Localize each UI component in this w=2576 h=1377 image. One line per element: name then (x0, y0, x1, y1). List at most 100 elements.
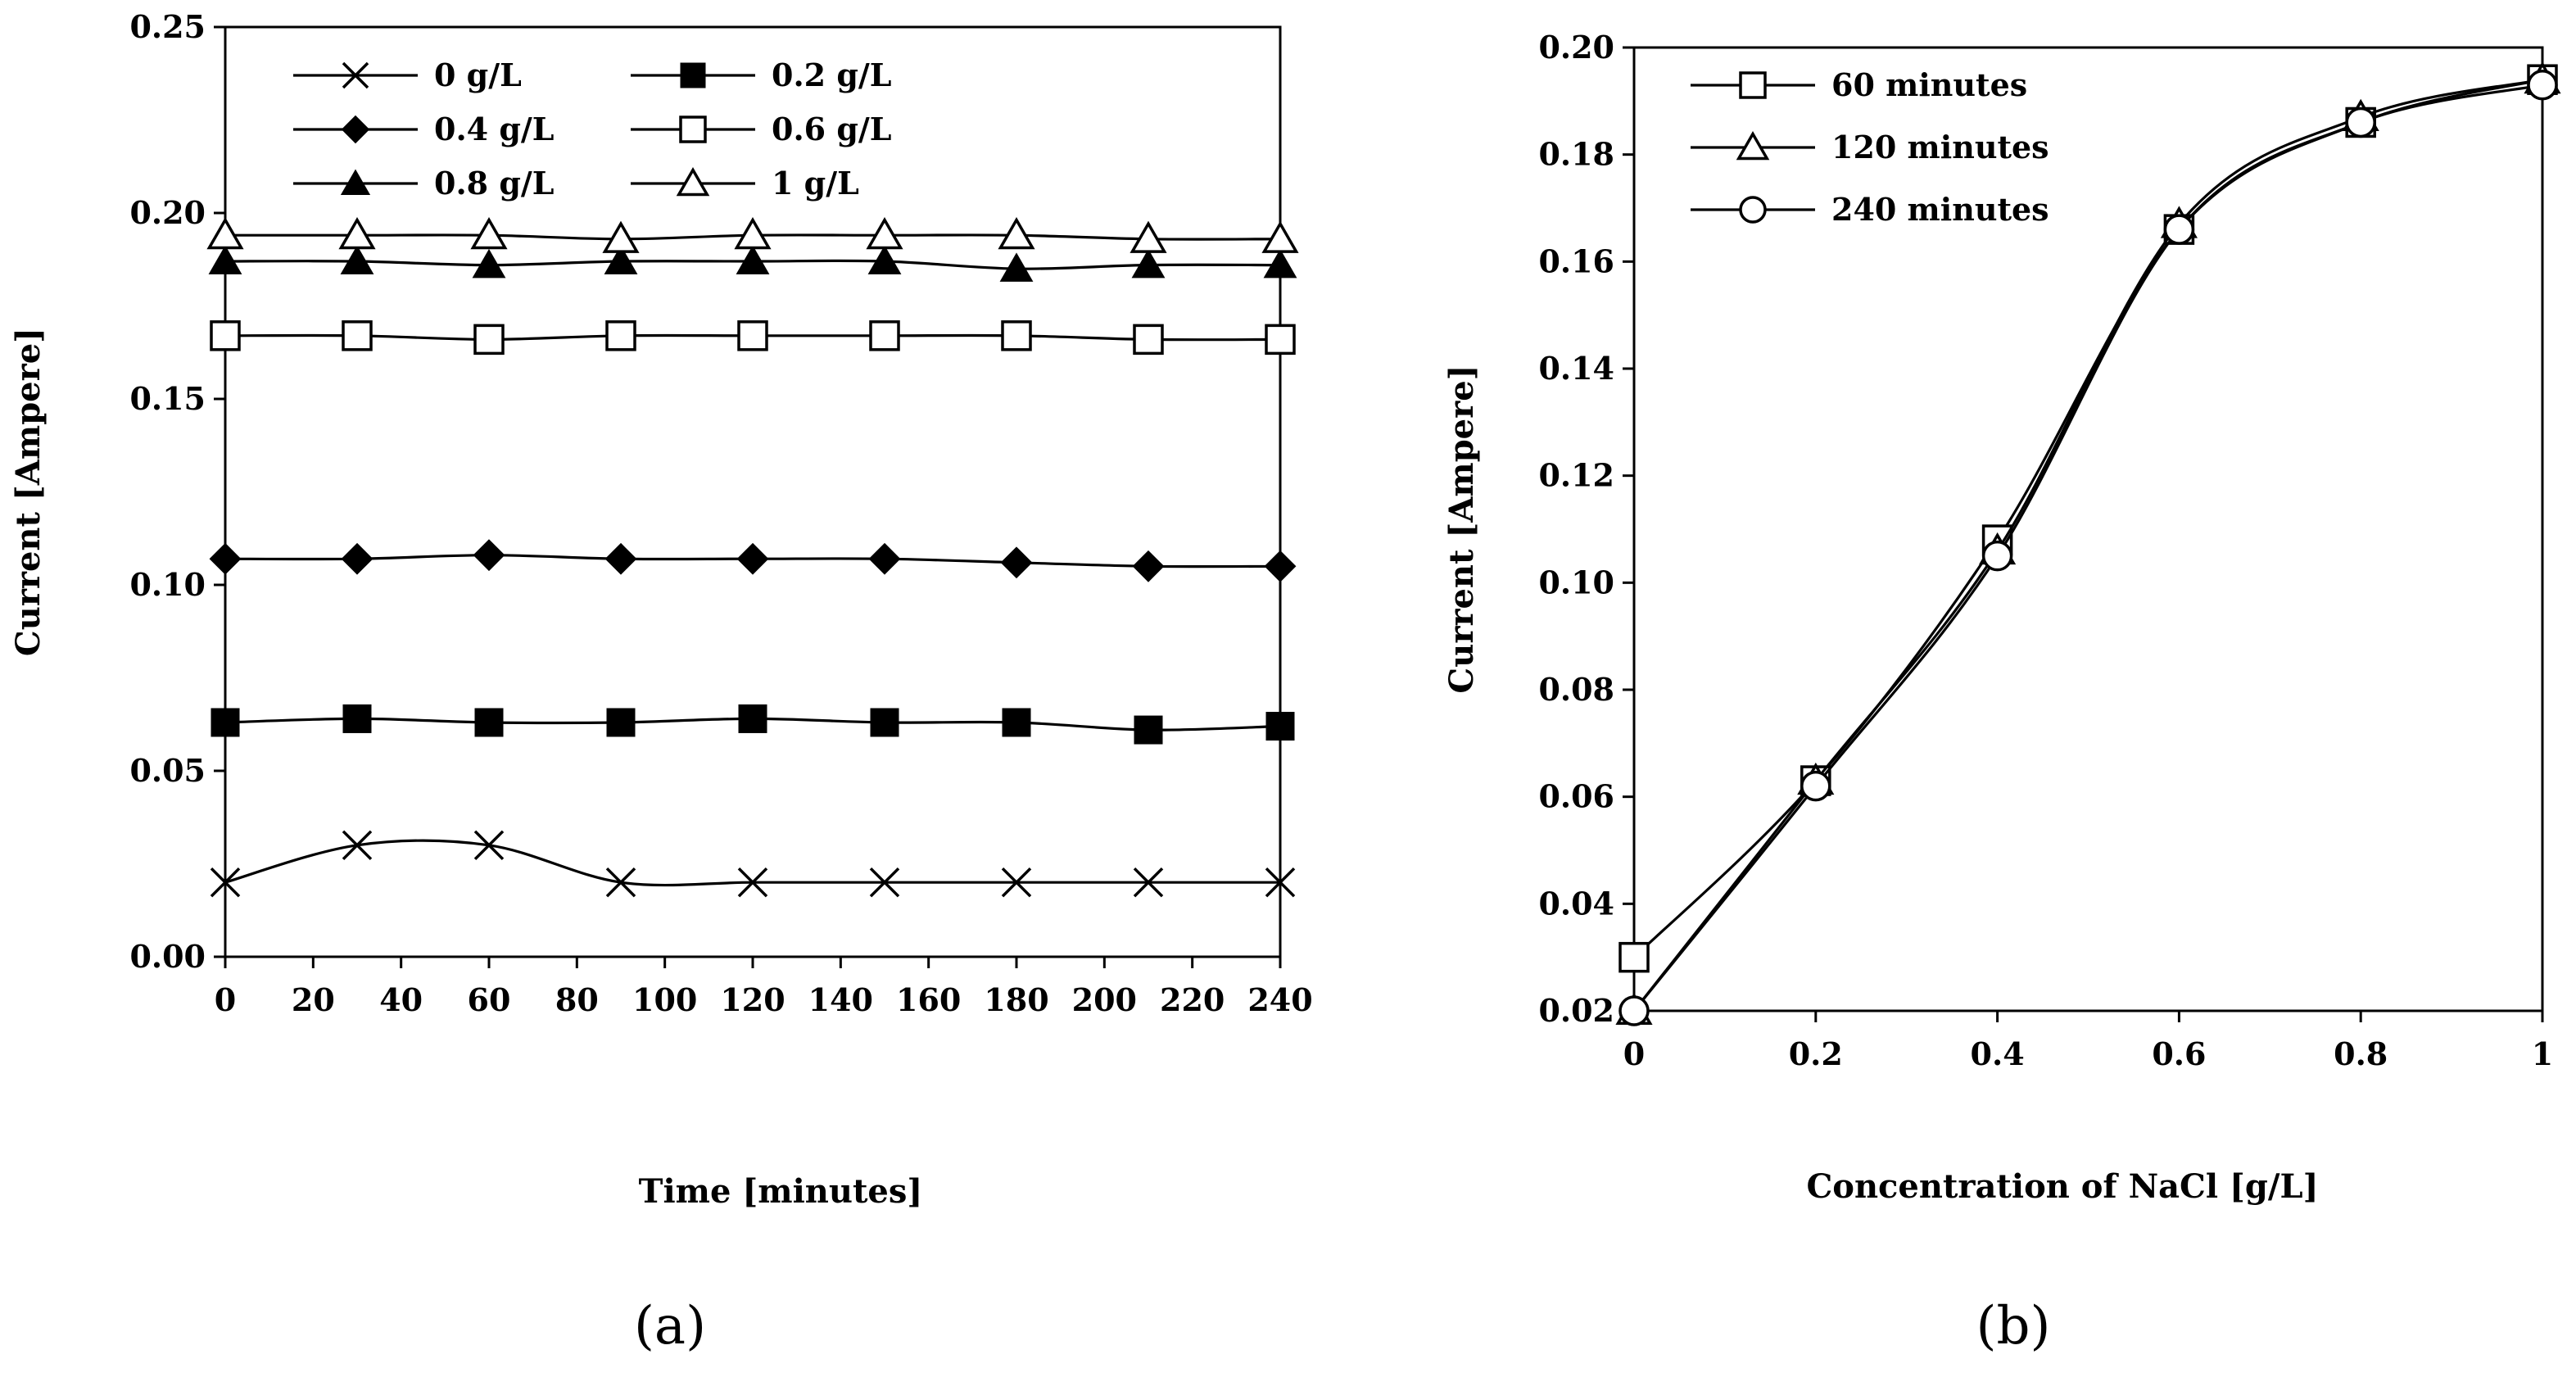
x-tick-label: 80 (555, 981, 599, 1018)
data-point-s2-0 (209, 542, 242, 575)
data-point-s5-8 (1261, 220, 1299, 253)
data-point-s0-2 (473, 830, 505, 861)
legend-label: 0.2 g/L (772, 57, 892, 93)
data-point-s1-4 (738, 704, 767, 733)
x-tick-label: 0 (215, 981, 236, 1018)
data-point-s0-1 (342, 830, 373, 861)
data-point-s2-6 (1000, 546, 1033, 579)
data-point-s0-6 (1001, 867, 1032, 898)
legend-marker (1736, 130, 1770, 161)
data-point-s1-0 (211, 708, 240, 737)
x-tick-label: 20 (292, 981, 335, 1018)
data-point-s1-3 (606, 708, 636, 737)
y-tick-label: 0.05 (129, 752, 206, 789)
data-point-s5-2 (470, 217, 508, 250)
legend-label: 0.6 g/L (772, 111, 892, 147)
data-point-s4-5 (867, 245, 902, 274)
legend-marker (340, 169, 371, 195)
data-point-s2-0 (1618, 995, 1650, 1026)
legend-item-2: 240 minutes (1691, 191, 2049, 228)
data-point-s0-7 (1133, 867, 1164, 898)
data-point-s2-8 (1264, 550, 1297, 582)
y-tick-label: 0.20 (129, 194, 206, 231)
data-point-s1-1 (342, 704, 372, 733)
plot-frame (1632, 46, 2544, 1012)
legend-item-0: 0 g/L (293, 57, 522, 93)
y-axis-title: Current [Ampere] (1442, 365, 1481, 693)
y-tick-label: 0.02 (1538, 992, 1614, 1029)
legend-item-0: 60 minutes (1691, 66, 2027, 103)
legend-marker (680, 62, 706, 88)
data-point-s5-7 (1130, 220, 1167, 253)
data-point-s2-5 (2527, 69, 2558, 101)
legend-label: 1 g/L (772, 165, 859, 202)
y-tick-label: 0.10 (129, 566, 206, 603)
series-line-0 (224, 839, 1280, 887)
data-point-s1-2 (474, 708, 504, 737)
panel-label: (a) (634, 1296, 706, 1357)
data-point-s2-3 (604, 542, 637, 575)
y-tick-label: 0.04 (1538, 885, 1614, 922)
legend-label: 0.4 g/L (434, 111, 555, 147)
y-tick-label: 0.25 (129, 8, 206, 45)
x-axis-title: Concentration of NaCl [g/L] (1806, 1167, 2318, 1206)
legend-item-5: 1 g/L (631, 165, 859, 202)
data-point-s4-8 (1263, 248, 1297, 279)
x-tick-label: 140 (808, 981, 873, 1018)
data-point-s2-1 (1800, 770, 1831, 802)
data-point-s3-4 (737, 320, 768, 351)
data-point-s2-5 (868, 542, 901, 575)
data-point-s4-6 (999, 252, 1034, 282)
data-point-s1-6 (1002, 708, 1031, 737)
data-point-s5-5 (866, 217, 903, 250)
data-point-s1-8 (1265, 712, 1295, 741)
data-point-s4-0 (208, 245, 242, 274)
data-point-s3-2 (473, 324, 505, 356)
data-point-s5-1 (338, 217, 376, 250)
legend-label: 120 minutes (1831, 129, 2049, 165)
x-tick-label: 180 (984, 981, 1048, 1018)
data-point-s4-7 (1131, 248, 1166, 279)
data-point-s2-3 (2163, 214, 2195, 245)
data-point-s3-6 (1001, 320, 1032, 351)
series-line-0 (1632, 78, 2543, 958)
x-tick-label: 40 (379, 981, 423, 1018)
series-line-1 (1632, 78, 2543, 1012)
legend-marker (676, 166, 710, 197)
y-tick-label: 0.12 (1538, 457, 1614, 494)
x-tick-label: 0.6 (2152, 1035, 2206, 1072)
data-point-s2-2 (1981, 540, 2013, 572)
plot-frame (224, 25, 1282, 958)
panel-b: 0.020.040.060.080.100.120.140.160.180.20… (1442, 29, 2561, 1357)
x-tick-label: 0.8 (2334, 1035, 2388, 1072)
y-tick-label: 0.00 (129, 938, 206, 975)
x-tick-label: 60 (468, 981, 511, 1018)
data-point-s0-0 (210, 867, 241, 898)
y-tick-label: 0.15 (129, 380, 206, 417)
data-point-s2-4 (736, 542, 769, 575)
x-tick-label: 0 (1623, 1035, 1645, 1072)
data-point-s4-4 (736, 245, 770, 274)
legend-marker (1739, 71, 1767, 99)
legend-marker (679, 116, 707, 143)
x-tick-label: 100 (632, 981, 697, 1018)
data-point-s4-3 (604, 245, 638, 274)
data-point-s2-2 (473, 539, 505, 572)
x-tick-label: 160 (896, 981, 961, 1018)
y-tick-label: 0.16 (1538, 242, 1614, 279)
data-point-s2-4 (2345, 106, 2376, 138)
data-point-s3-5 (869, 320, 900, 351)
x-tick-label: 0.2 (1789, 1035, 1843, 1072)
data-point-s0-3 (605, 867, 636, 898)
legend-label: 240 minutes (1831, 191, 2049, 228)
data-point-s3-8 (1265, 324, 1296, 356)
data-point-s2-7 (1132, 550, 1165, 582)
x-tick-label: 220 (1160, 981, 1225, 1018)
y-tick-label: 0.06 (1538, 778, 1614, 815)
legend-item-1: 120 minutes (1691, 129, 2049, 165)
y-tick-label: 0.14 (1538, 350, 1614, 387)
data-point-s3-7 (1133, 324, 1164, 356)
data-point-s5-4 (734, 217, 772, 250)
